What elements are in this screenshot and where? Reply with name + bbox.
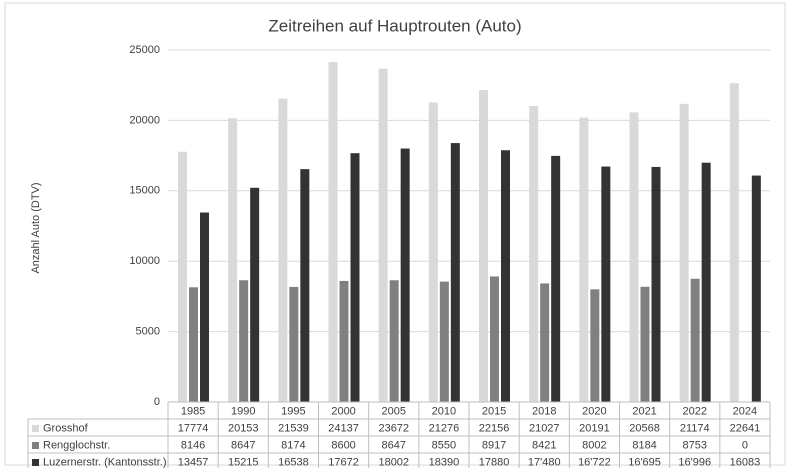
bar bbox=[178, 151, 187, 402]
bar bbox=[228, 118, 238, 402]
x-tick-label: 2005 bbox=[382, 405, 406, 417]
bar bbox=[651, 166, 661, 402]
table-value: 17880 bbox=[479, 456, 510, 468]
table-value: 20153 bbox=[228, 422, 259, 434]
table-value: 18390 bbox=[429, 456, 460, 468]
table-value: 8550 bbox=[432, 439, 456, 451]
bar bbox=[479, 90, 488, 402]
table-value: 8146 bbox=[181, 439, 205, 451]
bar bbox=[629, 112, 639, 402]
bar bbox=[200, 212, 209, 402]
table-value: 16538 bbox=[278, 456, 309, 468]
bar bbox=[389, 280, 399, 402]
table-value: 21027 bbox=[529, 422, 560, 434]
bar bbox=[501, 150, 510, 402]
table-value: 8002 bbox=[582, 439, 606, 451]
bar bbox=[529, 105, 539, 402]
legend-label: Rengglochstr. bbox=[43, 439, 110, 451]
bar bbox=[640, 286, 650, 402]
legend-label: Grosshof bbox=[43, 422, 89, 434]
bar bbox=[579, 117, 589, 402]
table-value: 21174 bbox=[680, 422, 710, 434]
table-value: 0 bbox=[742, 439, 748, 451]
bar bbox=[601, 166, 611, 402]
y-tick-label: 0 bbox=[154, 396, 160, 408]
x-tick-label: 2015 bbox=[482, 405, 506, 417]
bar bbox=[400, 148, 410, 402]
x-tick-label: 1985 bbox=[181, 405, 205, 417]
table-value: 8753 bbox=[683, 439, 707, 451]
x-tick-label: 1995 bbox=[281, 405, 305, 417]
table-value: 24137 bbox=[328, 422, 359, 434]
y-tick-label: 25000 bbox=[129, 44, 160, 56]
bar bbox=[428, 102, 438, 402]
bar bbox=[701, 162, 711, 402]
table-value: 21539 bbox=[278, 422, 309, 434]
table-value: 17774 bbox=[178, 422, 209, 434]
bar bbox=[378, 68, 388, 402]
bar bbox=[490, 276, 499, 402]
table-value: 8600 bbox=[331, 439, 355, 451]
bar bbox=[590, 289, 600, 402]
y-tick-label: 20000 bbox=[129, 114, 160, 126]
table-value: 8174 bbox=[281, 439, 305, 451]
table-value: 8184 bbox=[632, 439, 656, 451]
table-value: 8421 bbox=[532, 439, 556, 451]
bar bbox=[189, 287, 198, 402]
x-tick-label: 2021 bbox=[632, 405, 656, 417]
y-tick-label: 15000 bbox=[129, 185, 160, 197]
table-value: 20191 bbox=[579, 422, 610, 434]
table-value: 13457 bbox=[178, 456, 209, 468]
y-tick-label: 10000 bbox=[129, 255, 160, 267]
chart-title: Zeitreihen auf Hauptrouten (Auto) bbox=[268, 16, 521, 35]
table-value: 17'480 bbox=[528, 456, 561, 468]
table-value: 16'722 bbox=[578, 456, 611, 468]
bar bbox=[679, 103, 689, 402]
table-value: 20568 bbox=[629, 422, 660, 434]
table-value: 23672 bbox=[378, 422, 409, 434]
y-axis-label: Anzahl Auto (DTV) bbox=[30, 182, 42, 273]
table-value: 8647 bbox=[231, 439, 255, 451]
x-tick-label: 2018 bbox=[532, 405, 556, 417]
table-value: 22156 bbox=[479, 422, 510, 434]
bar bbox=[751, 175, 761, 402]
table-value: 16'695 bbox=[628, 456, 661, 468]
x-tick-label: 2022 bbox=[683, 405, 707, 417]
bar bbox=[250, 187, 260, 402]
y-tick-label: 5000 bbox=[136, 326, 160, 338]
x-tick-label: 1990 bbox=[231, 405, 255, 417]
table-value: 18002 bbox=[378, 456, 409, 468]
legend-label: Luzernerstr. (Kantonsstr.) bbox=[43, 456, 167, 468]
bar bbox=[239, 280, 249, 402]
bar bbox=[278, 98, 288, 402]
table-value: 16083 bbox=[730, 456, 761, 468]
table-value: 15215 bbox=[228, 456, 259, 468]
table-value: 8647 bbox=[382, 439, 406, 451]
bar bbox=[339, 280, 349, 402]
bar bbox=[540, 283, 550, 402]
legend-swatch bbox=[32, 442, 39, 449]
table-value: 17672 bbox=[328, 456, 359, 468]
x-tick-label: 2020 bbox=[582, 405, 606, 417]
bar bbox=[439, 281, 449, 402]
x-tick-label: 2024 bbox=[733, 405, 757, 417]
bar bbox=[450, 143, 460, 403]
bar bbox=[350, 153, 360, 402]
bar bbox=[690, 278, 700, 402]
table-value: 21276 bbox=[429, 422, 460, 434]
table-value: 16'996 bbox=[678, 456, 711, 468]
x-tick-label: 2010 bbox=[432, 405, 456, 417]
bar bbox=[300, 169, 310, 402]
legend-swatch bbox=[32, 459, 39, 466]
table-value: 22641 bbox=[730, 422, 761, 434]
table-value: 8917 bbox=[482, 439, 506, 451]
legend-swatch bbox=[32, 425, 39, 432]
x-tick-label: 2000 bbox=[331, 405, 355, 417]
bar bbox=[289, 286, 299, 402]
bar bbox=[729, 83, 739, 402]
bar bbox=[551, 155, 561, 402]
bar bbox=[328, 62, 338, 403]
